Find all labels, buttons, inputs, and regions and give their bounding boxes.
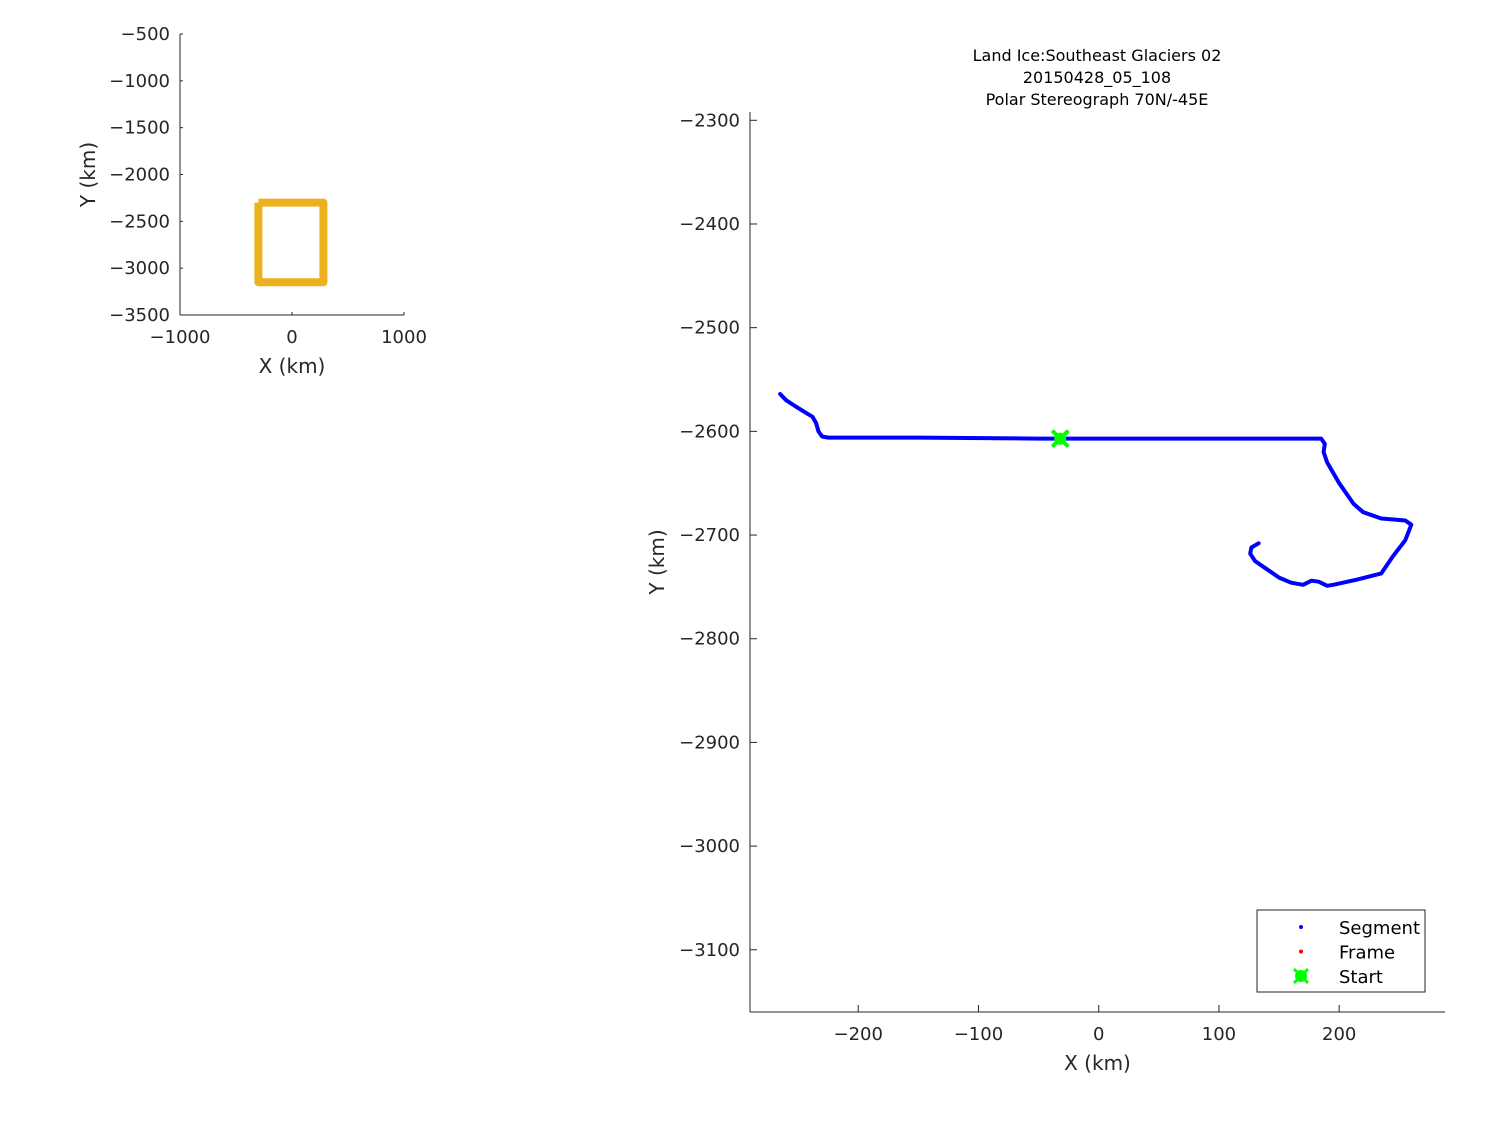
- overview-map-axes: −1000 0 1000 −500 −1000 −1500 −2000 −2500 −3000 −…: [76, 24, 427, 378]
- y-tick-label: −1000: [109, 71, 170, 92]
- y-tick-label: −2600: [679, 421, 740, 442]
- y-tick-label: −2500: [109, 211, 170, 232]
- chart-subtitle-line: 20150428_05_108: [1023, 68, 1171, 88]
- y-tick-label: −2300: [679, 110, 740, 131]
- x-tick-label: 1000: [381, 327, 427, 348]
- x-tick-label: 100: [1202, 1024, 1236, 1045]
- y-tick-label: −2800: [679, 629, 740, 650]
- y-axis-label: Y (km): [76, 142, 100, 208]
- flight-box-outline: [254, 198, 328, 287]
- x-axis-label: X (km): [1064, 1051, 1131, 1075]
- legend: Segment Frame Start: [1256, 909, 1426, 993]
- legend-label-segment: Segment: [1339, 918, 1420, 939]
- y-tick-label: −3000: [109, 258, 170, 279]
- legend-frame-symbol: [1299, 949, 1303, 954]
- y-tick-label: −3000: [679, 836, 740, 857]
- legend-segment-symbol: [1299, 925, 1303, 929]
- y-tick-label: −3500: [109, 305, 170, 326]
- y-tick-label: −2000: [109, 165, 170, 186]
- legend-box: [1256, 909, 1426, 993]
- chart-subtitle-line: Polar Stereograph 70N/-45E: [986, 90, 1209, 109]
- y-axis-label: Y (km): [645, 529, 669, 595]
- y-tick-label: −1500: [109, 118, 170, 139]
- legend-start-cross: [1292, 967, 1310, 985]
- legend-label-start: Start: [1339, 967, 1383, 988]
- segment-track-line: [778, 392, 1414, 588]
- x-tick-label: −100: [954, 1024, 1003, 1045]
- y-tick-label: −2700: [679, 525, 740, 546]
- x-axis-label: X (km): [259, 354, 326, 378]
- y-tick-label: −2500: [679, 318, 740, 339]
- y-tick-label: −2400: [679, 214, 740, 235]
- x-tick-label: 0: [1093, 1024, 1104, 1045]
- x-tick-label: 200: [1322, 1024, 1356, 1045]
- y-tick-label: −3100: [679, 940, 740, 961]
- legend-label-frame: Frame: [1339, 943, 1395, 964]
- x-tick-label: −200: [833, 1024, 882, 1045]
- y-tick-label: −2900: [679, 732, 740, 753]
- x-tick-label: −1000: [150, 327, 211, 348]
- flight-track-axes: −200 −100 0 100 200 −2300 −2400 −2500 −2600 −2700…: [645, 46, 1445, 1075]
- start-marker-cross: [1050, 429, 1070, 449]
- x-tick-label: 0: [286, 327, 297, 348]
- chart-title: Land Ice:Southeast Glaciers 02: [973, 46, 1222, 65]
- start-marker: [1050, 429, 1070, 449]
- y-tick-label: −500: [121, 24, 170, 45]
